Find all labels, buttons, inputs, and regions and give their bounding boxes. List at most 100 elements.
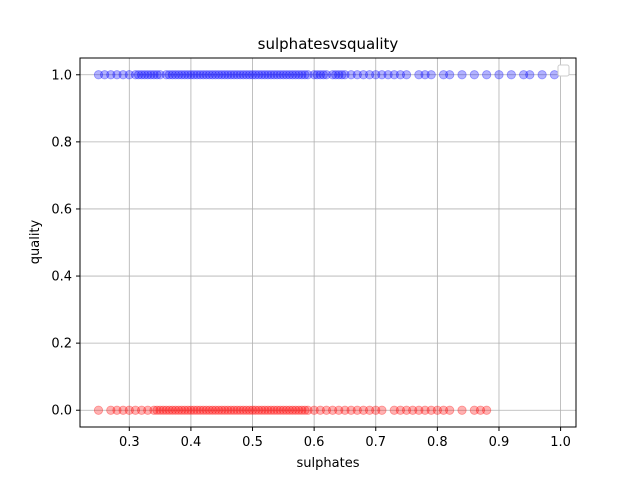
data-point (389, 405, 399, 415)
data-point (260, 70, 270, 80)
data-point (93, 405, 104, 415)
data-point (223, 70, 233, 80)
data-point (445, 70, 455, 80)
data-point (226, 405, 236, 415)
data-point (198, 70, 208, 80)
data-point (244, 405, 255, 415)
data-point (401, 405, 412, 415)
x-tick-label: 0.6 (304, 435, 325, 450)
data-point (177, 405, 187, 415)
data-point (287, 405, 298, 415)
data-point (189, 405, 199, 415)
plot-frame (79, 57, 577, 428)
data-point (254, 405, 264, 415)
data-point (238, 405, 248, 415)
data-point (146, 70, 156, 80)
data-point (112, 70, 122, 80)
data-points (93, 70, 560, 415)
data-point (143, 405, 153, 415)
data-point (312, 70, 322, 80)
data-point (340, 405, 350, 415)
data-point (377, 405, 387, 415)
data-point (124, 70, 134, 80)
data-point (229, 405, 239, 415)
data-point (164, 405, 174, 415)
data-point (414, 70, 424, 80)
data-point (358, 70, 369, 80)
data-point (281, 405, 292, 415)
x-tick-label: 0.4 (181, 435, 202, 450)
data-point (251, 405, 261, 415)
data-point (457, 70, 467, 80)
data-point (420, 405, 430, 415)
data-point (266, 70, 276, 80)
data-point (275, 70, 285, 80)
data-point (198, 405, 208, 415)
data-point (149, 405, 159, 415)
data-point (210, 70, 221, 80)
y-axis-label: quality (28, 219, 43, 264)
data-point (124, 405, 134, 415)
data-point (346, 70, 356, 80)
data-point (173, 70, 184, 80)
data-point (482, 405, 492, 415)
chart-title: sulphatesvsquality (258, 35, 399, 53)
data-point (118, 70, 128, 80)
x-tick-label: 1.0 (550, 435, 571, 450)
data-point (269, 405, 279, 415)
data-point (315, 405, 325, 415)
data-point (226, 70, 236, 80)
data-point (201, 405, 211, 415)
data-point (140, 70, 150, 80)
data-point (195, 405, 205, 415)
data-point (235, 405, 245, 415)
data-point (214, 70, 224, 80)
data-point (525, 70, 535, 80)
data-point (170, 70, 181, 80)
data-point (263, 70, 273, 80)
data-point (297, 70, 307, 80)
data-point (297, 405, 307, 415)
data-point (158, 405, 168, 415)
y-tick-label: 0.6 (51, 202, 72, 217)
data-point (177, 70, 187, 80)
data-point (300, 70, 310, 80)
data-point (254, 70, 264, 80)
data-point (207, 405, 218, 415)
data-point (217, 405, 227, 415)
data-point (167, 405, 178, 415)
data-point (229, 70, 239, 80)
data-point (371, 405, 381, 415)
data-point (294, 405, 304, 415)
data-point (309, 70, 319, 80)
data-point (247, 405, 258, 415)
data-point (303, 70, 313, 80)
data-point (352, 405, 362, 415)
data-point (195, 70, 205, 80)
x-tick-label: 0.8 (427, 435, 448, 450)
x-tick-label: 0.5 (242, 435, 263, 450)
data-point (130, 405, 141, 415)
data-point (300, 405, 310, 415)
data-point (519, 70, 529, 80)
data-point (537, 70, 547, 80)
data-point (284, 405, 295, 415)
data-point (192, 70, 202, 80)
data-point (210, 405, 221, 415)
data-point (180, 405, 190, 415)
data-point (167, 70, 178, 80)
data-point (217, 70, 227, 80)
data-point (364, 70, 375, 80)
data-point (352, 70, 362, 80)
data-point (241, 70, 251, 80)
data-point (420, 70, 430, 80)
data-point (408, 405, 418, 415)
data-point (183, 70, 193, 80)
data-point (309, 405, 319, 415)
data-point (266, 405, 276, 415)
data-point (358, 405, 369, 415)
data-point (189, 70, 199, 80)
data-point (112, 405, 122, 415)
grid (80, 58, 576, 427)
data-point (414, 405, 424, 415)
